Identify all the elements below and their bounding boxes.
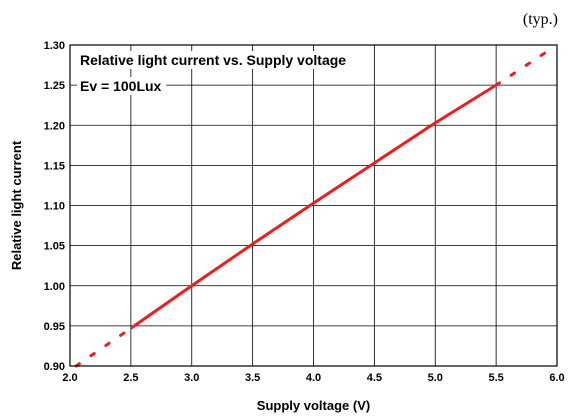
y-tick-label: 1.00	[44, 281, 65, 293]
y-tick-label: 1.25	[44, 80, 65, 92]
x-tick-label: 2.5	[123, 372, 138, 384]
y-tick-label: 0.90	[44, 361, 65, 373]
x-tick-labels: 2.0 2.5 3.0 3.5 4.0 4.5 5.0 5.5 6.0	[62, 372, 564, 384]
y-axis-label: Relative light current	[9, 140, 24, 270]
subtitle-background	[77, 77, 167, 95]
x-tick-label: 3.5	[245, 372, 260, 384]
y-tick-label: 1.10	[44, 201, 65, 213]
x-tick-label: 2.0	[62, 372, 77, 384]
x-axis-label: Supply voltage (V)	[257, 398, 370, 413]
title-background	[77, 51, 352, 69]
chart-subtitle: Ev = 100Lux	[80, 78, 162, 94]
chart-title: Relative light current vs. Supply voltag…	[80, 52, 346, 68]
y-tick-label: 0.95	[44, 321, 65, 333]
y-tick-labels: 0.90 0.95 1.00 1.05 1.10 1.15 1.20 1.25 1.30	[44, 40, 65, 373]
x-tick-label: 5.0	[428, 372, 443, 384]
typical-note: (typ.)	[523, 11, 558, 28]
plot-frame	[69, 44, 558, 367]
y-tick-label: 1.05	[44, 241, 65, 253]
x-tick-label: 4.5	[367, 372, 382, 384]
x-tick-label: 3.0	[184, 372, 199, 384]
extrapolation-line	[494, 49, 550, 87]
y-tick-label: 1.20	[44, 120, 65, 132]
x-tick-label: 4.0	[306, 372, 321, 384]
series-layer	[74, 49, 550, 368]
y-tick-label: 1.30	[44, 40, 65, 52]
x-tick-label: 5.5	[488, 372, 503, 384]
extrapolation-line	[74, 326, 133, 368]
x-tick-label: 6.0	[549, 372, 564, 384]
y-tick-label: 1.15	[44, 160, 65, 172]
series-line	[130, 83, 497, 330]
